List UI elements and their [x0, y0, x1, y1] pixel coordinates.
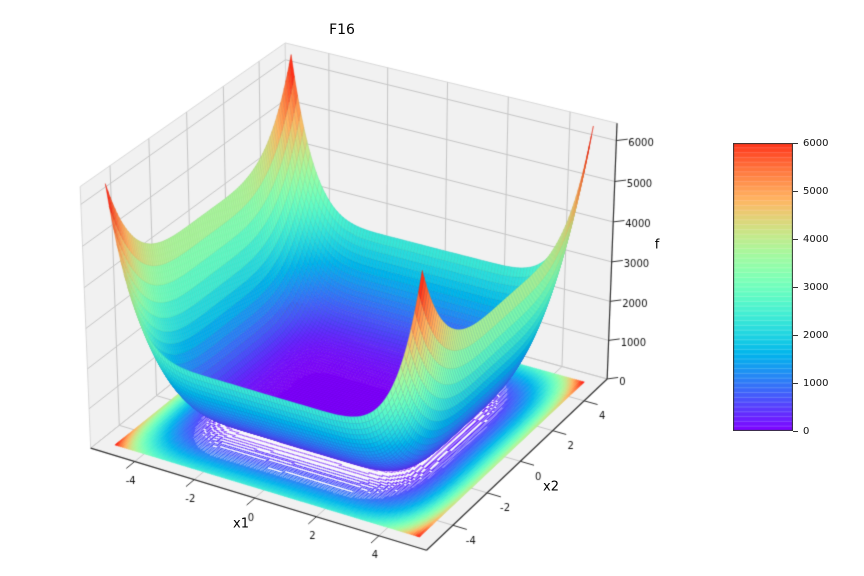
- colorbar-tick-label: 0: [803, 425, 810, 437]
- colorbar-tick: 6000: [793, 136, 828, 150]
- colorbar-tick-label: 2000: [803, 329, 829, 341]
- colorbar: 0 1000 2000 3000 4000 5000 6000: [733, 138, 843, 437]
- colorbar-tick-mark: [793, 382, 798, 384]
- colorbar-tick-label: 6000: [803, 137, 829, 149]
- colorbar-tick: 3000: [793, 280, 828, 294]
- colorbar-gradient-canvas: [733, 143, 793, 431]
- x1-axis-label: x1: [233, 516, 249, 532]
- plot-title: F16: [329, 22, 355, 38]
- colorbar-tick-mark: [793, 190, 798, 192]
- colorbar-tick-mark: [793, 286, 798, 288]
- colorbar-tick-label: 4000: [803, 233, 829, 245]
- colorbar-tick-mark: [793, 430, 798, 432]
- colorbar-tick: 1000: [793, 376, 828, 390]
- colorbar-tick: 0: [793, 424, 809, 438]
- f-axis-label: f: [654, 237, 660, 253]
- colorbar-tick: 4000: [793, 232, 828, 246]
- colorbar-tick: 2000: [793, 328, 828, 342]
- colorbar-tick-label: 1000: [803, 377, 829, 389]
- colorbar-tick: 5000: [793, 184, 828, 198]
- colorbar-tick-mark: [793, 334, 798, 336]
- colorbar-tick-mark: [793, 238, 798, 240]
- colorbar-tick-label: 5000: [803, 185, 829, 197]
- x2-axis-label: x2: [543, 479, 559, 495]
- colorbar-tick-label: 3000: [803, 281, 829, 293]
- colorbar-tick-mark: [793, 142, 798, 144]
